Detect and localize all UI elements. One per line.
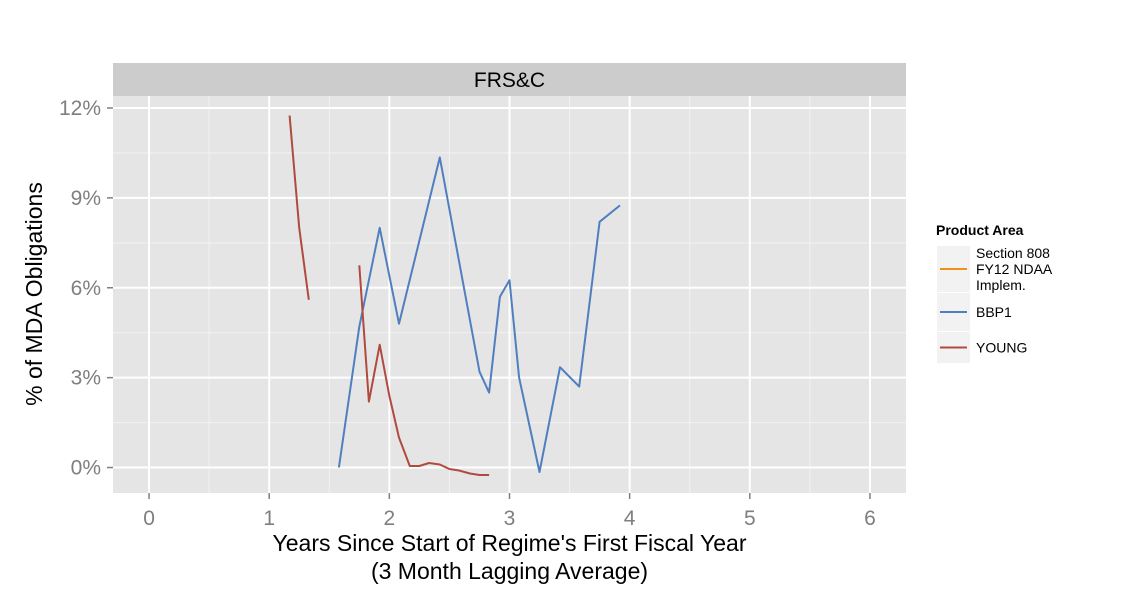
y-axis-title: % of MDA Obligations	[21, 182, 47, 406]
x-tick-label: 6	[864, 507, 876, 530]
legend-label: FY12 NDAA	[976, 261, 1053, 277]
x-axis-title-line2: (3 Month Lagging Average)	[371, 558, 648, 584]
y-tick-label: 9%	[71, 187, 101, 210]
legend-label: Implem.	[976, 277, 1026, 293]
legend-label: YOUNG	[976, 340, 1027, 356]
series-line-young	[358, 265, 490, 476]
major-grid	[113, 96, 906, 493]
legend-label: BBP1	[976, 304, 1012, 320]
x-tick-label: 1	[263, 507, 275, 530]
series-layer	[288, 115, 621, 476]
y-tick-label: 0%	[71, 457, 101, 480]
y-axis: 0% 3% 6% 9% 12%	[59, 97, 113, 480]
legend-title: Product Area	[936, 222, 1024, 238]
x-tick-label: 2	[384, 507, 396, 530]
x-axis-title-line1: Years Since Start of Regime's First Fisc…	[273, 530, 747, 556]
legend-label: Section 808	[976, 245, 1050, 261]
facet-strip	[113, 63, 906, 96]
x-tick-label: 3	[504, 507, 516, 530]
series-line-bbp1	[337, 156, 621, 473]
y-tick-label: 6%	[71, 277, 101, 300]
x-tick-label: 0	[143, 507, 155, 530]
x-axis: 0 1 2 3 4 5 6	[143, 493, 876, 530]
y-tick-label: 3%	[71, 367, 101, 390]
y-tick-label: 12%	[59, 97, 101, 120]
x-tick-label: 5	[744, 507, 756, 530]
x-tick-label: 4	[624, 507, 636, 530]
facet-strip-title: FRS&C	[474, 69, 545, 92]
series-line-young	[288, 115, 310, 300]
